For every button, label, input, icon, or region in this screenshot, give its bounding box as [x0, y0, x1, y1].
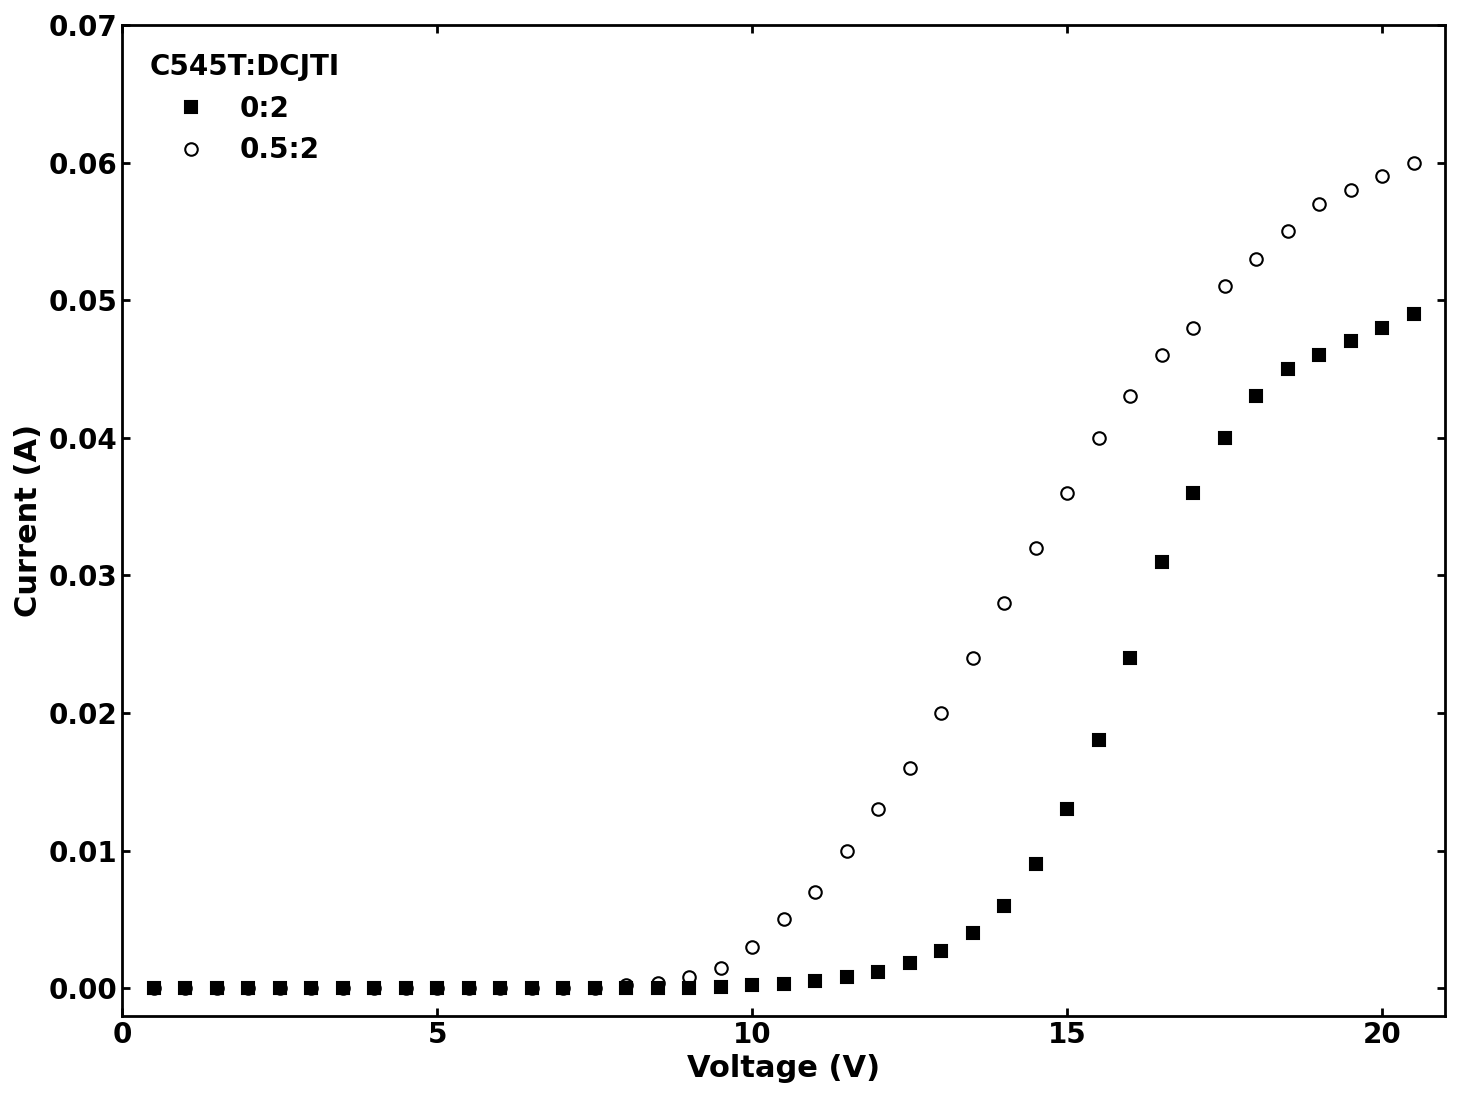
Legend: 0:2, 0.5:2: 0:2, 0.5:2: [136, 38, 355, 179]
0:2: [522, 982, 540, 995]
0.5:2: [932, 706, 950, 720]
0.5:2: [1027, 541, 1045, 554]
0.5:2: [995, 597, 1013, 610]
0.5:2: [239, 982, 257, 995]
0.5:2: [554, 982, 572, 995]
0.5:2: [1373, 170, 1390, 183]
0:2: [712, 981, 730, 994]
0.5:2: [1280, 225, 1297, 238]
0.5:2: [837, 844, 855, 857]
0.5:2: [744, 940, 762, 953]
0:2: [429, 982, 446, 995]
0.5:2: [1122, 389, 1139, 403]
0:2: [302, 982, 320, 995]
0.5:2: [870, 803, 887, 816]
0:2: [177, 982, 194, 995]
Y-axis label: Current (A): Current (A): [15, 423, 42, 617]
0.5:2: [1215, 280, 1233, 293]
0:2: [554, 982, 572, 995]
0:2: [1280, 362, 1297, 375]
0:2: [1122, 652, 1139, 665]
0.5:2: [712, 961, 730, 974]
0.5:2: [271, 982, 289, 995]
0:2: [1373, 321, 1390, 335]
0:2: [1215, 431, 1233, 444]
0:2: [144, 982, 162, 995]
0:2: [492, 982, 509, 995]
0.5:2: [900, 761, 918, 774]
0.5:2: [617, 979, 635, 992]
0.5:2: [334, 982, 352, 995]
0.5:2: [144, 982, 162, 995]
Line: 0:2: 0:2: [147, 307, 1420, 994]
0.5:2: [1090, 431, 1107, 444]
0.5:2: [492, 982, 509, 995]
0:2: [1342, 335, 1360, 348]
0:2: [209, 982, 226, 995]
0:2: [837, 971, 855, 984]
0:2: [680, 982, 697, 995]
0.5:2: [177, 982, 194, 995]
0:2: [1247, 389, 1265, 403]
0.5:2: [1247, 252, 1265, 265]
0.5:2: [365, 982, 382, 995]
0.5:2: [1342, 183, 1360, 196]
0.5:2: [397, 982, 414, 995]
0:2: [744, 979, 762, 992]
0:2: [900, 957, 918, 970]
0:2: [870, 965, 887, 979]
0:2: [775, 977, 792, 991]
0:2: [617, 982, 635, 995]
0:2: [587, 982, 604, 995]
0:2: [1027, 858, 1045, 871]
0:2: [1310, 349, 1328, 362]
X-axis label: Voltage (V): Voltage (V): [687, 1054, 880, 1083]
0.5:2: [1405, 156, 1423, 169]
0:2: [271, 982, 289, 995]
Line: 0.5:2: 0.5:2: [147, 156, 1420, 994]
0:2: [964, 927, 982, 940]
0.5:2: [460, 982, 477, 995]
0.5:2: [1058, 486, 1075, 499]
0:2: [334, 982, 352, 995]
0.5:2: [680, 971, 697, 984]
0:2: [932, 945, 950, 958]
0.5:2: [1185, 321, 1202, 335]
0.5:2: [775, 913, 792, 926]
0.5:2: [1153, 349, 1170, 362]
0:2: [807, 975, 824, 988]
0:2: [1153, 555, 1170, 568]
0:2: [649, 982, 667, 995]
0.5:2: [964, 652, 982, 665]
0:2: [397, 982, 414, 995]
0.5:2: [522, 982, 540, 995]
0:2: [1185, 486, 1202, 499]
0.5:2: [209, 982, 226, 995]
0.5:2: [649, 976, 667, 989]
0:2: [995, 900, 1013, 913]
0:2: [239, 982, 257, 995]
0.5:2: [1310, 197, 1328, 211]
0.5:2: [302, 982, 320, 995]
0:2: [460, 982, 477, 995]
0.5:2: [807, 885, 824, 898]
0:2: [1405, 307, 1423, 320]
0.5:2: [429, 982, 446, 995]
0:2: [1058, 803, 1075, 816]
0.5:2: [587, 982, 604, 995]
0:2: [1090, 734, 1107, 747]
0:2: [365, 982, 382, 995]
